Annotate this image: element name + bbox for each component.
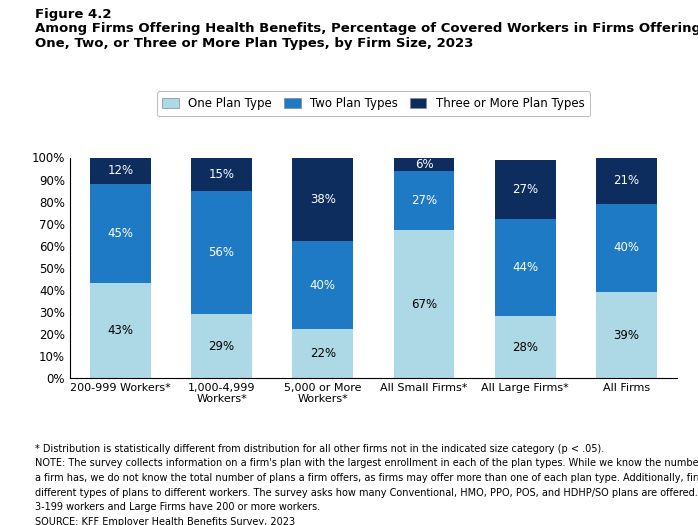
Bar [191,158,252,191]
Text: 6%: 6% [415,158,433,171]
Bar [90,184,151,283]
Text: 56%: 56% [209,246,235,259]
Bar [596,292,657,378]
Bar [292,158,353,242]
Bar [191,191,252,314]
Text: 27%: 27% [411,194,437,207]
Text: 21%: 21% [614,174,639,187]
Text: 44%: 44% [512,261,538,274]
Bar [495,160,556,219]
Legend: One Plan Type, Two Plan Types, Three or More Plan Types: One Plan Type, Two Plan Types, Three or … [156,91,591,116]
Text: 40%: 40% [614,242,639,255]
Text: 43%: 43% [107,324,133,337]
Bar [191,314,252,378]
Bar [596,158,657,204]
Bar [394,171,454,230]
Bar [90,158,151,184]
Bar [292,330,353,378]
Bar [596,204,657,292]
Text: Figure 4.2: Figure 4.2 [35,8,112,21]
Bar [90,283,151,378]
Text: 27%: 27% [512,183,538,196]
Text: 29%: 29% [209,340,235,352]
Text: 15%: 15% [209,167,235,181]
Text: 67%: 67% [411,298,437,311]
Text: 38%: 38% [310,193,336,206]
Text: SOURCE: KFF Employer Health Benefits Survey, 2023: SOURCE: KFF Employer Health Benefits Sur… [35,517,295,525]
Text: 40%: 40% [310,279,336,292]
Bar [495,316,556,378]
Text: 39%: 39% [614,329,639,341]
Text: 22%: 22% [310,347,336,360]
Bar [394,230,454,378]
Text: Among Firms Offering Health Benefits, Percentage of Covered Workers in Firms Off: Among Firms Offering Health Benefits, Pe… [35,22,698,35]
Text: One, Two, or Three or More Plan Types, by Firm Size, 2023: One, Two, or Three or More Plan Types, b… [35,37,473,50]
Text: a firm has, we do not know the total number of plans a firm offers, as firms may: a firm has, we do not know the total num… [35,473,698,483]
Text: * Distribution is statistically different from distribution for all other firms : * Distribution is statistically differen… [35,444,604,454]
Text: NOTE: The survey collects information on a firm's plan with the largest enrollme: NOTE: The survey collects information on… [35,458,698,468]
Bar [394,158,454,171]
Text: 45%: 45% [107,227,133,240]
Text: different types of plans to different workers. The survey asks how many Conventi: different types of plans to different wo… [35,488,698,498]
Bar [292,242,353,330]
Text: 28%: 28% [512,341,538,354]
Text: 3-199 workers and Large Firms have 200 or more workers.: 3-199 workers and Large Firms have 200 o… [35,502,320,512]
Text: 12%: 12% [107,164,133,177]
Bar [495,219,556,316]
